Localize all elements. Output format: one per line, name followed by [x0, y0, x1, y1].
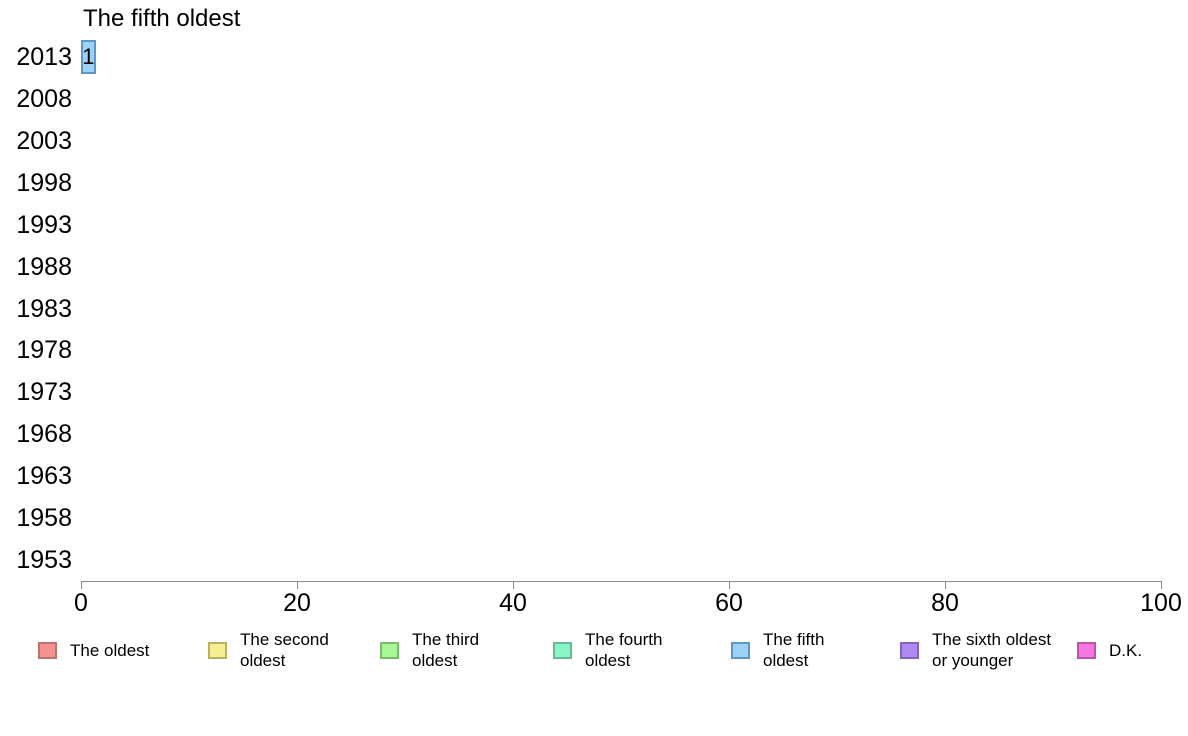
- y-axis-label: 1968: [16, 420, 72, 449]
- x-axis-tick: [513, 581, 514, 589]
- legend-label: The sixth oldest or younger: [932, 630, 1052, 670]
- bar: 1: [81, 39, 96, 74]
- x-axis-line: [81, 581, 1162, 582]
- legend-item: The oldest: [38, 624, 149, 676]
- x-axis-tick-label: 60: [715, 589, 743, 617]
- y-axis-label: 2008: [16, 84, 72, 113]
- y-axis-label: 1953: [16, 546, 72, 575]
- y-axis-label: 2003: [16, 126, 72, 155]
- legend-swatch-icon: [553, 641, 572, 659]
- y-axis-label: 1998: [16, 168, 72, 197]
- y-axis-label: 1973: [16, 378, 72, 407]
- legend: The oldest The second oldest The third old…: [0, 624, 1188, 676]
- x-axis-tick-label: 20: [283, 589, 311, 617]
- bar-value-label: 1: [82, 43, 95, 69]
- legend-item: The third oldest: [380, 624, 507, 676]
- y-axis-label: 1958: [16, 504, 72, 533]
- x-axis-tick-label: 0: [74, 589, 88, 617]
- y-axis-label: 2013: [16, 42, 72, 71]
- legend-swatch-icon: [900, 641, 919, 659]
- x-axis-tick: [945, 581, 946, 589]
- y-axis-label: 1983: [16, 294, 72, 323]
- x-axis-tick-label: 40: [499, 589, 527, 617]
- x-axis-tick: [297, 581, 298, 589]
- y-axis-label: 1978: [16, 336, 72, 365]
- legend-swatch-icon: [38, 641, 57, 659]
- legend-swatch-icon: [1077, 641, 1096, 659]
- x-axis-tick: [729, 581, 730, 589]
- legend-label: The fifth oldest: [763, 630, 825, 670]
- y-axis-label: 1993: [16, 210, 72, 239]
- x-axis-tick-label: 100: [1140, 589, 1182, 617]
- y-axis-label: 1988: [16, 252, 72, 281]
- x-axis-tick: [81, 581, 82, 589]
- legend-label: The fourth oldest: [585, 630, 663, 670]
- legend-label: The third oldest: [412, 630, 480, 670]
- legend-item: The second oldest: [208, 624, 340, 676]
- legend-label: The oldest: [70, 640, 150, 660]
- y-axis-label: 1963: [16, 462, 72, 491]
- legend-item: The fifth oldest: [731, 624, 845, 676]
- legend-item: D.K.: [1077, 624, 1142, 676]
- legend-label: The second oldest: [240, 630, 329, 670]
- legend-label: D.K.: [1109, 640, 1143, 660]
- x-axis-tick: [1161, 581, 1162, 589]
- legend-swatch-icon: [380, 641, 399, 659]
- legend-item: The fourth oldest: [553, 624, 680, 676]
- legend-swatch-icon: [208, 641, 227, 659]
- x-axis-tick-label: 80: [931, 589, 959, 617]
- legend-swatch-icon: [731, 641, 750, 659]
- chart-title: The fifth oldest: [83, 5, 241, 32]
- legend-item: The sixth oldest or younger: [900, 624, 1062, 676]
